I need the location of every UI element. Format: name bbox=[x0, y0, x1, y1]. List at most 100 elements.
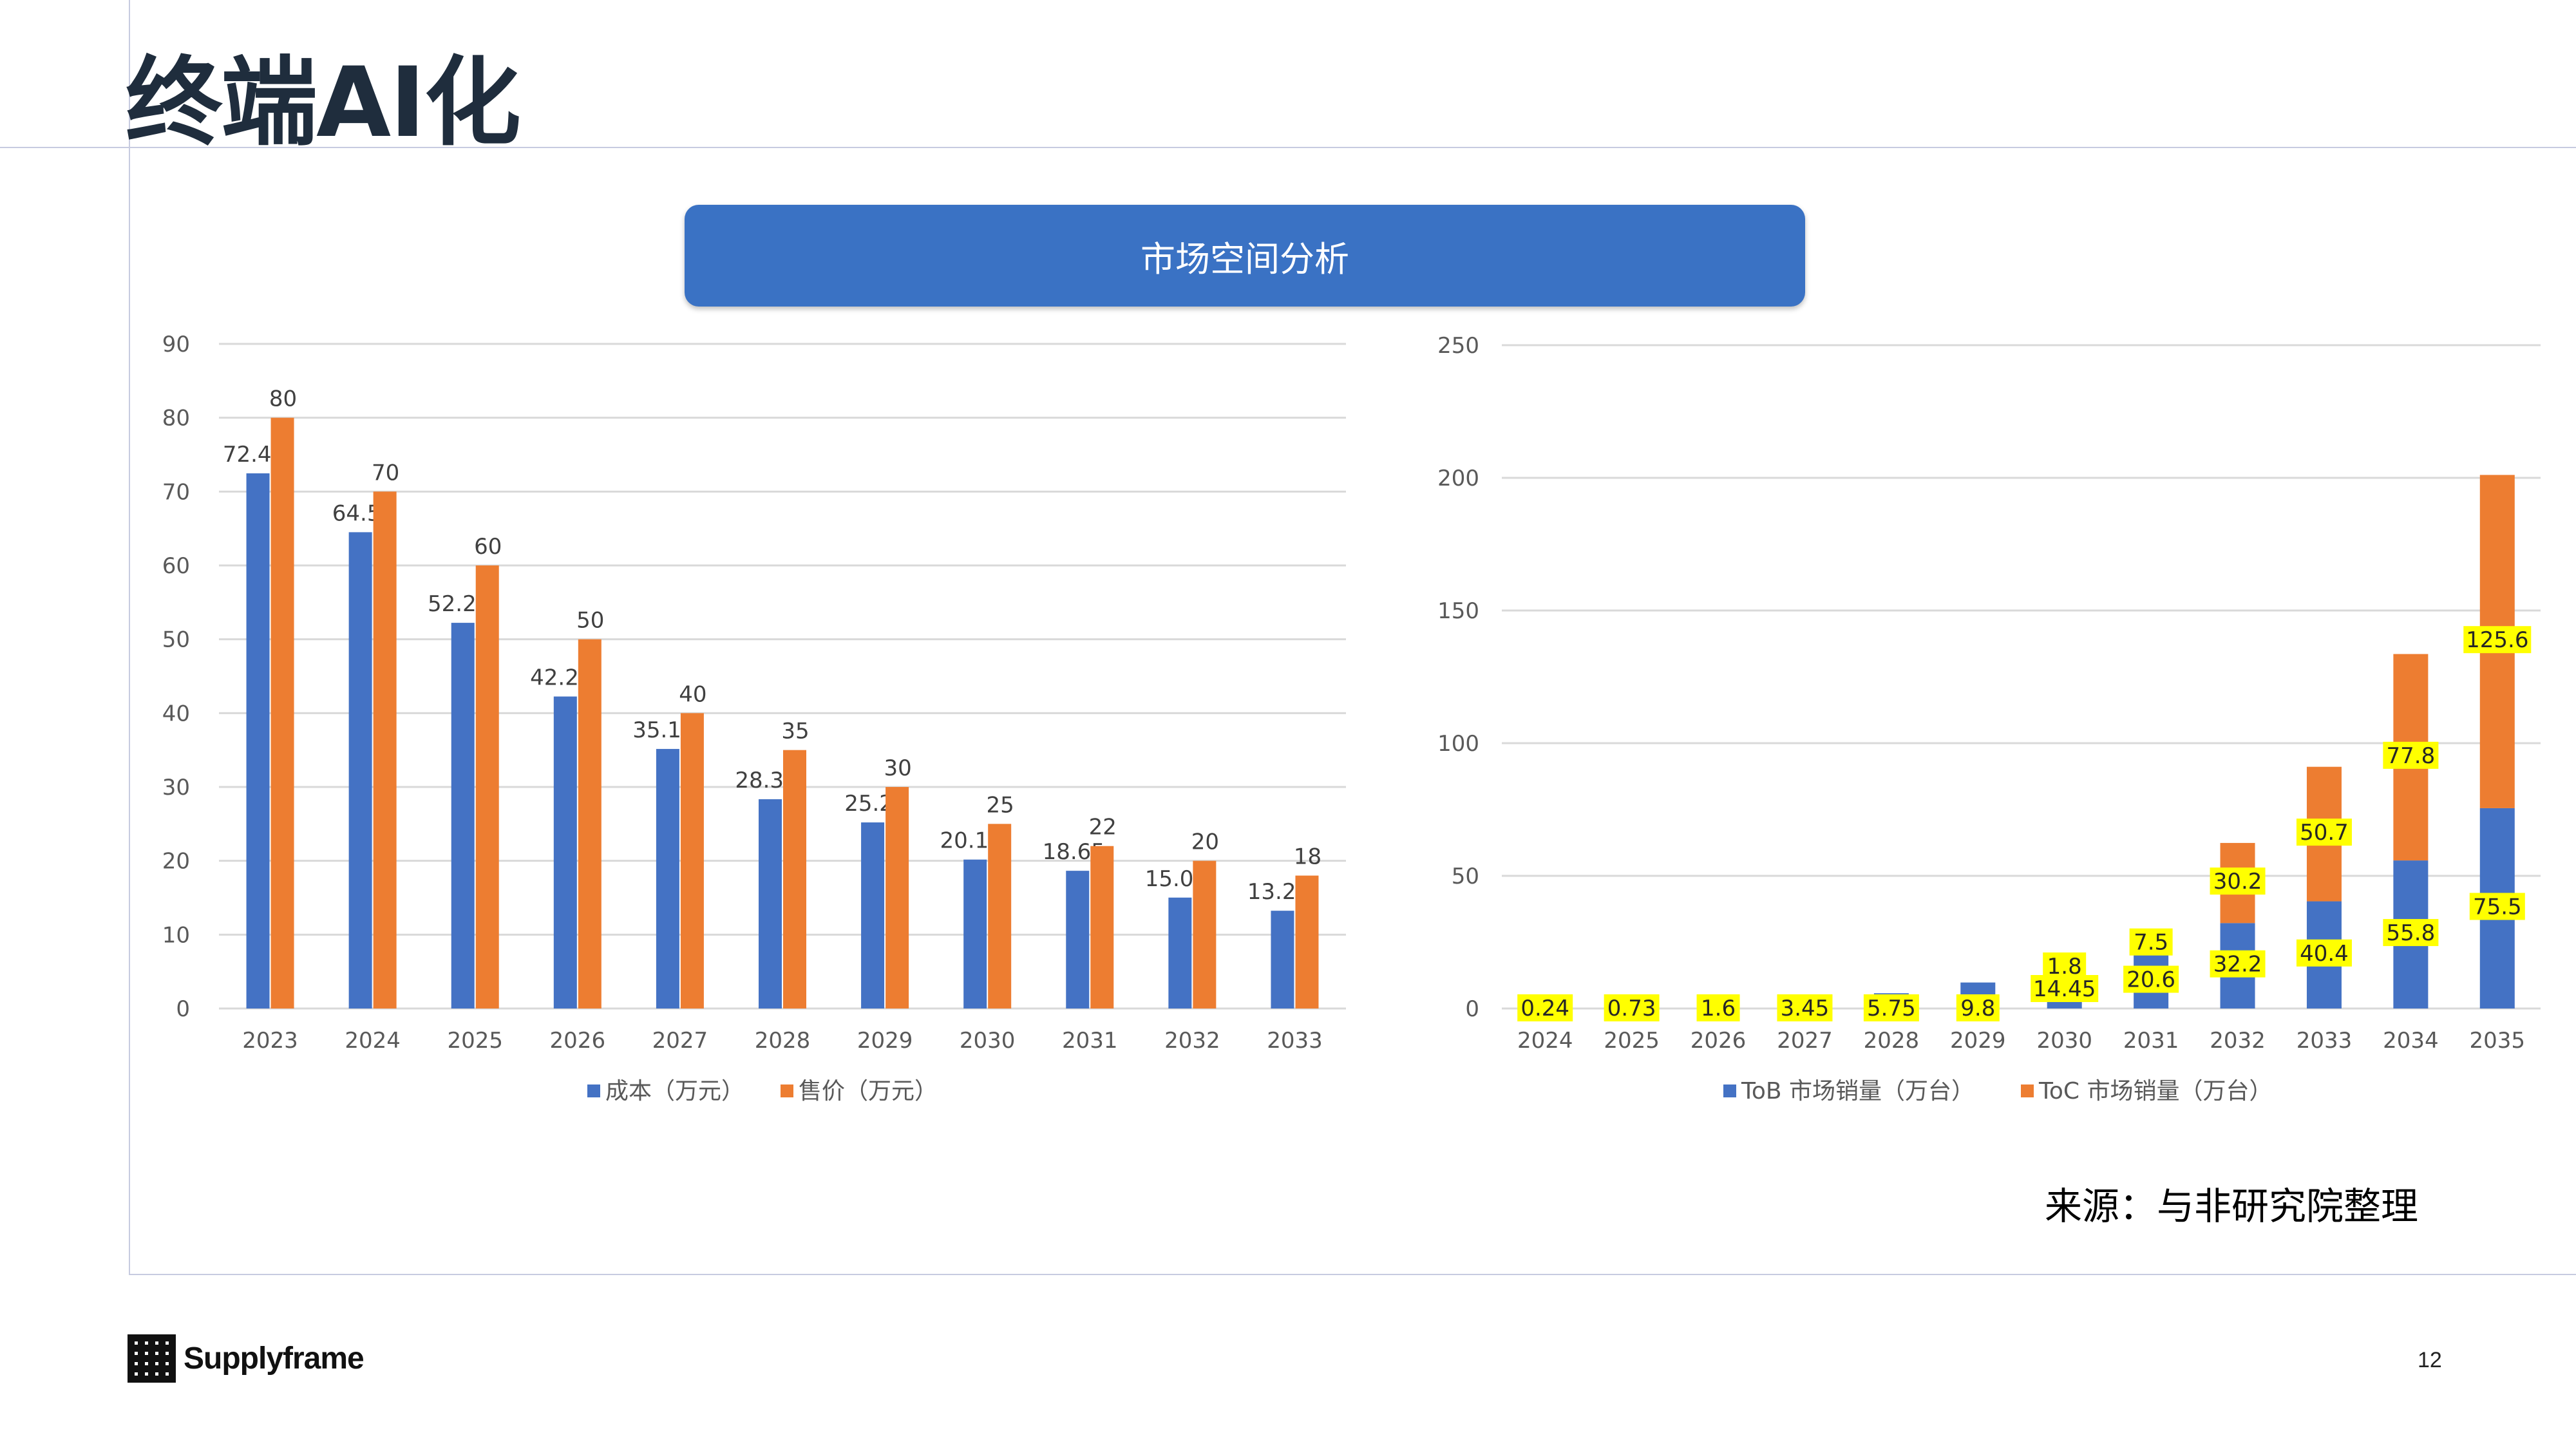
x-tick-label: 2032 bbox=[2210, 1028, 2266, 1054]
data-label: 20.6 bbox=[2126, 967, 2175, 993]
legend-label: ToB 市场销量（万台） bbox=[1741, 1078, 1975, 1104]
y-tick-label: 50 bbox=[1452, 864, 1479, 889]
banner-label: 市场空间分析 bbox=[1141, 238, 1349, 279]
y-tick-label: 20 bbox=[162, 849, 190, 875]
legend-label: ToC 市场销量（万台） bbox=[2038, 1078, 2272, 1104]
bar bbox=[475, 565, 499, 1009]
data-label-highlight bbox=[2129, 928, 2173, 956]
x-tick-label: 2026 bbox=[1690, 1028, 1747, 1054]
legend-swatch bbox=[781, 1084, 793, 1097]
logo-text: Supplyframe bbox=[184, 1341, 365, 1376]
x-tick-label: 2031 bbox=[1062, 1028, 1118, 1054]
frame-bottom-line bbox=[129, 1274, 2576, 1275]
bar bbox=[963, 859, 987, 1009]
bar bbox=[1271, 911, 1294, 1009]
legend-label: 售价（万元） bbox=[799, 1078, 938, 1104]
y-tick-label: 0 bbox=[176, 996, 190, 1022]
data-label: 30.2 bbox=[2213, 869, 2262, 895]
data-label-highlight bbox=[2463, 626, 2532, 654]
x-tick-label: 2032 bbox=[1164, 1028, 1220, 1054]
data-label-highlight bbox=[1777, 994, 1833, 1021]
source-note: 来源：与非研究院整理 bbox=[2045, 1184, 2419, 1228]
data-label-highlight bbox=[1604, 994, 1660, 1021]
x-tick-label: 2029 bbox=[857, 1028, 913, 1054]
data-label: 64.5 bbox=[332, 500, 381, 526]
bar bbox=[246, 473, 270, 1009]
bar bbox=[1295, 875, 1319, 1009]
y-tick-label: 200 bbox=[1437, 466, 1479, 491]
data-label: 30 bbox=[884, 755, 911, 781]
section-banner: 市场空间分析 bbox=[685, 205, 1805, 307]
x-tick-label: 2023 bbox=[242, 1028, 298, 1054]
y-tick-label: 10 bbox=[162, 922, 190, 948]
bar bbox=[578, 639, 601, 1009]
data-label: 1.6 bbox=[1701, 996, 1736, 1021]
logo-grid-icon bbox=[128, 1334, 176, 1383]
data-label-highlight bbox=[2383, 741, 2439, 769]
data-label-highlight bbox=[2043, 952, 2087, 980]
title-underline bbox=[0, 147, 2576, 148]
data-label: 35 bbox=[781, 719, 809, 744]
x-tick-label: 2024 bbox=[345, 1028, 401, 1054]
data-label: 55.8 bbox=[2387, 920, 2436, 946]
data-label: 1.8 bbox=[2047, 954, 2082, 980]
data-label-highlight bbox=[2210, 867, 2266, 895]
data-label-highlight bbox=[2123, 965, 2179, 993]
legend-label: 成本（万元） bbox=[605, 1078, 744, 1104]
data-label-highlight bbox=[1517, 994, 1573, 1021]
x-tick-label: 2027 bbox=[652, 1028, 708, 1054]
data-label: 7.5 bbox=[2134, 930, 2168, 956]
bar bbox=[1066, 871, 1090, 1009]
bar bbox=[348, 532, 372, 1009]
x-tick-label: 2025 bbox=[1604, 1028, 1660, 1054]
data-label: 25.2 bbox=[844, 791, 893, 817]
bar bbox=[680, 713, 704, 1009]
bar bbox=[553, 696, 577, 1009]
data-label: 20 bbox=[1191, 829, 1219, 855]
x-tick-label: 2028 bbox=[755, 1028, 811, 1054]
y-tick-label: 50 bbox=[162, 627, 190, 653]
data-label: 60 bbox=[474, 534, 502, 560]
data-label-highlight bbox=[2469, 893, 2525, 920]
x-tick-label: 2030 bbox=[2036, 1028, 2092, 1054]
data-label-highlight bbox=[2210, 950, 2266, 978]
data-label-highlight bbox=[2296, 819, 2352, 846]
y-tick-label: 150 bbox=[1437, 598, 1479, 624]
data-label: 50.7 bbox=[2300, 820, 2349, 846]
bar bbox=[783, 750, 806, 1009]
data-label: 25 bbox=[987, 792, 1014, 818]
y-tick-label: 80 bbox=[162, 406, 190, 431]
data-label-highlight bbox=[1696, 994, 1740, 1021]
bar bbox=[1193, 860, 1217, 1009]
bar bbox=[886, 787, 909, 1009]
y-tick-label: 30 bbox=[162, 775, 190, 800]
x-tick-label: 2029 bbox=[1950, 1028, 2006, 1054]
data-label: 125.6 bbox=[2466, 627, 2528, 653]
legend-swatch bbox=[2021, 1084, 2034, 1097]
x-tick-label: 2027 bbox=[1777, 1028, 1833, 1054]
data-label: 3.45 bbox=[1781, 996, 1830, 1021]
y-tick-label: 90 bbox=[162, 332, 190, 357]
x-tick-label: 2033 bbox=[1267, 1028, 1323, 1054]
market-volume-chart: 0 50 100 150 200 250 2024 2025 2026 2027 2028 2029 2… bbox=[1437, 333, 2541, 1104]
bar bbox=[270, 417, 294, 1009]
data-label-highlight bbox=[2383, 919, 2439, 947]
legend-swatch bbox=[587, 1084, 600, 1097]
data-label: 5.75 bbox=[1867, 996, 1916, 1021]
supplyframe-logo: Supplyframe bbox=[128, 1334, 365, 1383]
bar bbox=[373, 491, 397, 1009]
data-label: 32.2 bbox=[2213, 952, 2262, 978]
bar bbox=[1168, 897, 1192, 1009]
data-label: 0.73 bbox=[1607, 996, 1656, 1021]
y-tick-label: 0 bbox=[1465, 996, 1479, 1022]
x-tick-label: 2025 bbox=[447, 1028, 503, 1054]
data-label: 0.24 bbox=[1520, 996, 1569, 1021]
x-tick-label: 2035 bbox=[2470, 1028, 2526, 1054]
data-label: 50 bbox=[576, 608, 604, 634]
data-label: 40 bbox=[679, 681, 706, 707]
page-title: 终端AI化 bbox=[126, 47, 521, 159]
bar bbox=[759, 799, 782, 1009]
data-label: 40.4 bbox=[2300, 941, 2349, 967]
